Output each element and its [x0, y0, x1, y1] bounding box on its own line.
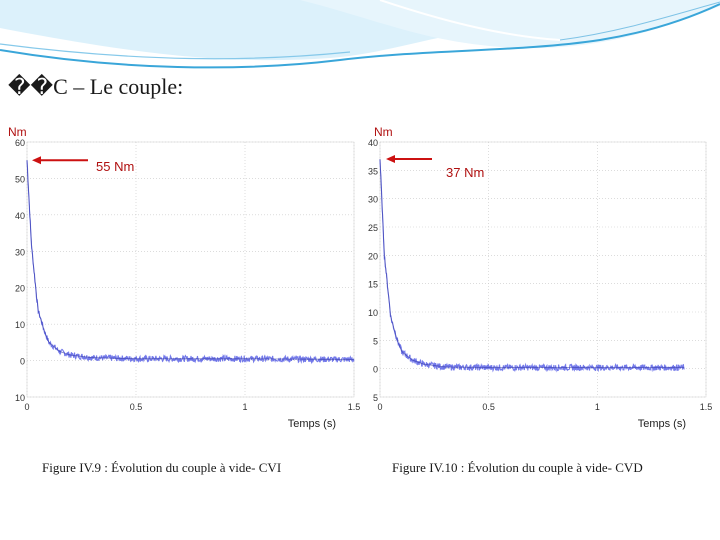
- y-unit-label: Nm: [8, 125, 27, 139]
- x-tick-label: 1.5: [348, 402, 361, 412]
- x-axis-label: Temps (s): [638, 418, 686, 430]
- y-tick-label: 0: [373, 365, 378, 375]
- y-tick-label: 30: [368, 195, 378, 205]
- x-tick-label: 1: [595, 402, 600, 412]
- x-tick-label: 0.5: [130, 402, 143, 412]
- x-axis-label: Temps (s): [288, 418, 336, 430]
- y-tick-label: 5: [373, 393, 378, 403]
- y-tick-label: 20: [15, 284, 25, 294]
- y-tick-label: 20: [368, 251, 378, 261]
- y-tick-label: 30: [15, 247, 25, 257]
- arrow-head: [32, 156, 41, 165]
- y-tick-label: 0: [20, 357, 25, 367]
- arrow-head: [386, 155, 395, 163]
- slide-title: ��C – Le couple:: [8, 74, 184, 99]
- x-tick-label: 1.5: [700, 402, 713, 412]
- y-tick-label: 40: [15, 211, 25, 221]
- series-core-line: [379, 158, 685, 368]
- y-tick-label: 35: [368, 166, 378, 176]
- series-line: [379, 159, 685, 373]
- series-core-line: [26, 160, 354, 360]
- figure-caption-cvi: Figure IV.9 : Évolution du couple à vide…: [42, 460, 282, 475]
- series-line: [26, 160, 355, 365]
- annotation-label: 55 Nm: [96, 159, 134, 174]
- y-tick-label: 10: [15, 320, 25, 330]
- x-tick-label: 1: [242, 402, 247, 412]
- y-unit-label: Nm: [374, 125, 393, 139]
- y-tick-label: 5: [373, 336, 378, 346]
- y-tick-label: 40: [368, 138, 378, 148]
- y-tick-label: 10: [15, 393, 25, 403]
- y-tick-label: 10: [368, 308, 378, 318]
- x-tick-label: 0.5: [482, 402, 495, 412]
- y-tick-label: 50: [15, 174, 25, 184]
- plot-area: [26, 141, 355, 398]
- y-tick-label: 60: [15, 138, 25, 148]
- plot-area: [379, 141, 707, 398]
- figure-caption-cvd: Figure IV.10 : Évolution du couple à vid…: [392, 460, 643, 475]
- header-wave-decoration: [0, 0, 720, 69]
- y-tick-label: 25: [368, 223, 378, 233]
- y-tick-label: 15: [368, 280, 378, 290]
- x-tick-label: 0: [24, 402, 29, 412]
- x-tick-label: 0: [377, 402, 382, 412]
- annotation-label: 37 Nm: [446, 165, 484, 180]
